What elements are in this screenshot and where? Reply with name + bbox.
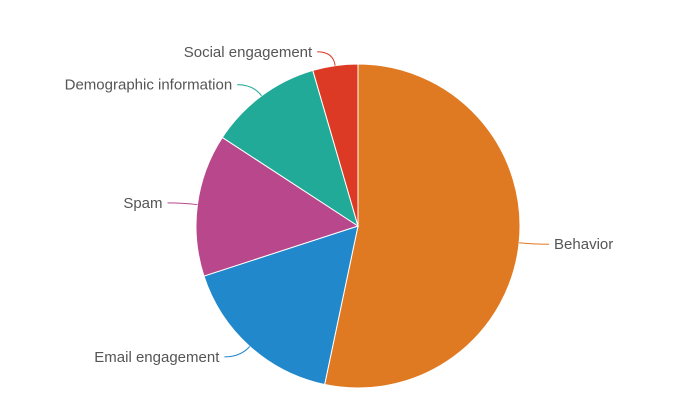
slice-label-behavior: Behavior xyxy=(554,236,613,253)
leader-line-email-engagement xyxy=(224,346,251,358)
leader-line-behavior xyxy=(519,242,550,245)
leader-line-spam xyxy=(167,202,198,206)
pie-slice-social-engagement[interactable] xyxy=(312,63,359,227)
leader-line-social-engagement xyxy=(317,51,336,66)
leader-line-demographic-information xyxy=(237,84,262,97)
pie-slice-email-engagement[interactable] xyxy=(203,225,359,386)
slice-label-spam: Spam xyxy=(123,195,162,212)
pie-labels: Behavior Email engagement Spam Demographic … xyxy=(65,44,614,366)
slice-label-demographic-information: Demographic information xyxy=(65,77,233,94)
pie-slices xyxy=(195,63,521,389)
slice-label-email-engagement: Email engagement xyxy=(94,349,220,366)
slice-label-social-engagement: Social engagement xyxy=(184,44,313,61)
